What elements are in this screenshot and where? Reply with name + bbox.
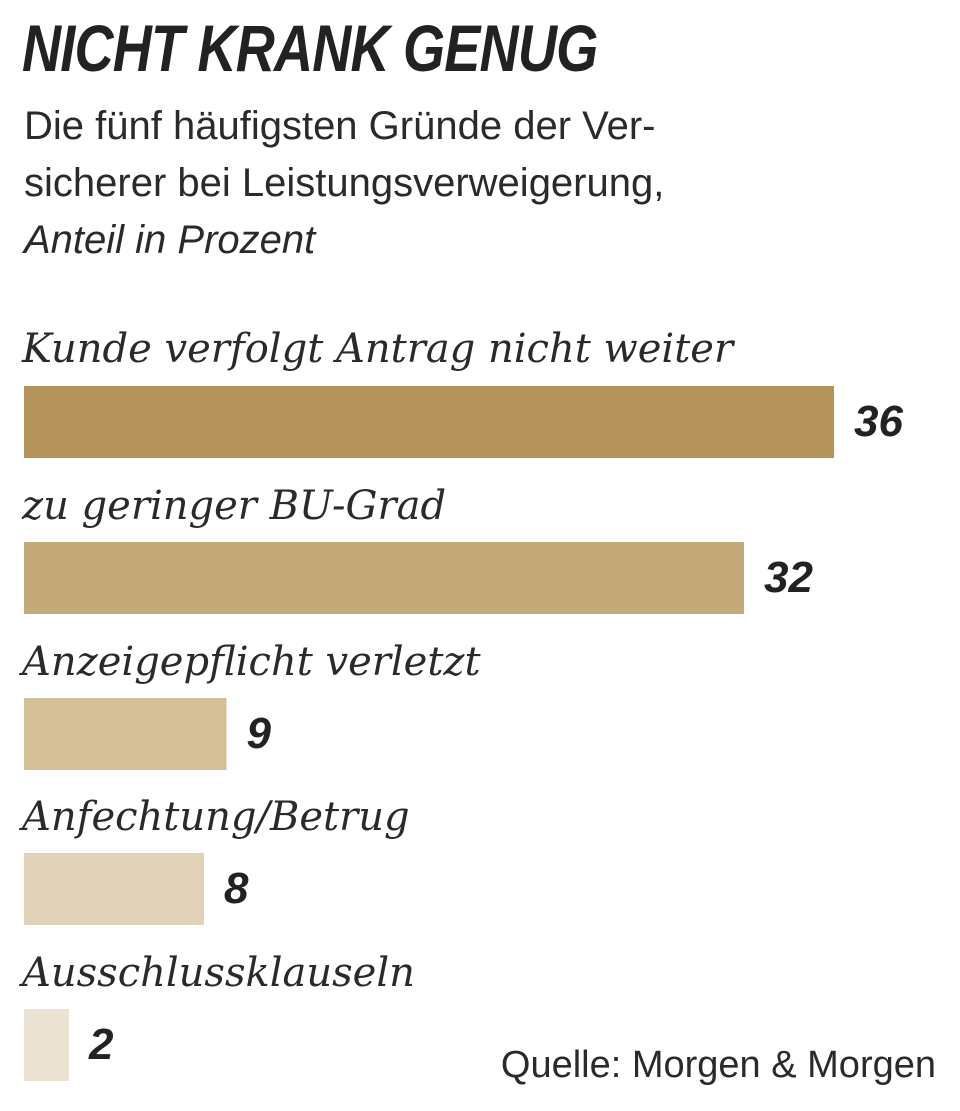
chart-title: NICHT KRANK GENUG: [22, 11, 598, 85]
bar-4: [24, 853, 204, 925]
bar-5: [24, 1009, 69, 1081]
value-label-1: 36: [854, 397, 903, 446]
bar-2: [24, 542, 744, 614]
source-note: Quelle: Morgen & Morgen: [500, 1044, 936, 1086]
category-label-5: Ausschlussklauseln: [22, 950, 415, 996]
bar-1: [24, 386, 834, 458]
category-label-4: Anfechtung/Betrug: [22, 794, 410, 840]
subtitle-line-1: Die fünf häufigsten Gründe der Ver-: [24, 104, 656, 148]
subtitle-line-2: sicherer bei Leistungsverweigerung,: [24, 161, 665, 205]
chart-subtitle: Die fünf häufigsten Gründe der Ver- sich…: [24, 98, 924, 269]
value-label-3: 9: [246, 709, 271, 758]
category-label-1: Kunde verfolgt Antrag nicht weiter: [22, 326, 734, 372]
bar-3: [24, 698, 227, 770]
value-label-2: 32: [764, 553, 813, 602]
value-label-5: 2: [89, 1020, 114, 1069]
unit-label: Anteil in Prozent: [24, 218, 316, 262]
category-label-2: zu geringer BU-Grad: [22, 483, 447, 529]
category-label-3: Anzeigepflicht verletzt: [22, 639, 481, 685]
value-label-4: 8: [224, 864, 249, 913]
